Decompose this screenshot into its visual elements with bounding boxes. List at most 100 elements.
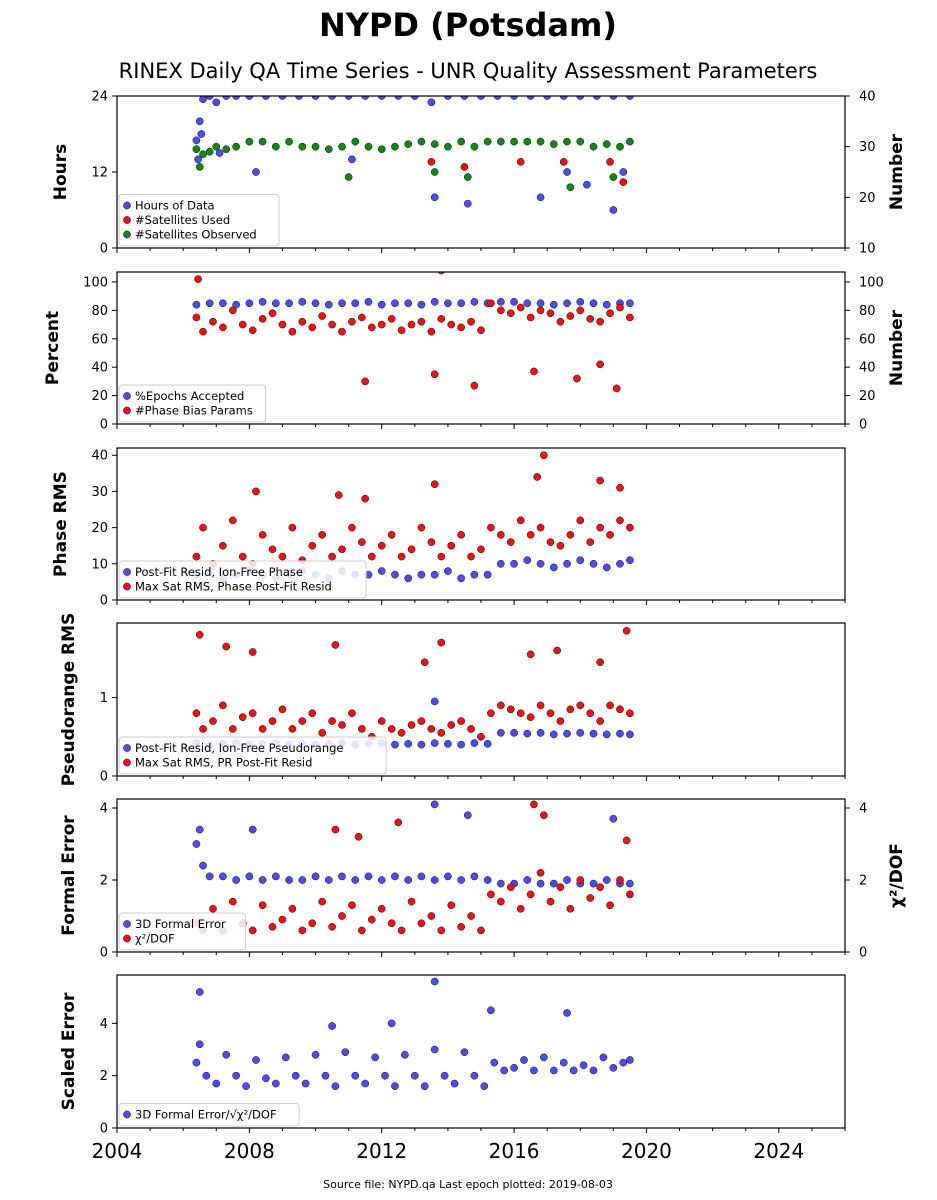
data-point bbox=[549, 563, 558, 572]
data-point bbox=[536, 523, 545, 532]
data-point bbox=[606, 309, 614, 318]
data-point bbox=[391, 299, 399, 308]
data-point bbox=[616, 483, 624, 492]
x-tick-label: 2004 bbox=[92, 1139, 143, 1163]
data-point bbox=[506, 538, 515, 546]
data-point bbox=[437, 272, 445, 275]
data-point bbox=[228, 516, 237, 525]
data-point bbox=[599, 1053, 608, 1062]
data-point bbox=[626, 709, 634, 718]
data-point bbox=[549, 730, 558, 739]
data-point bbox=[268, 545, 277, 554]
data-point bbox=[536, 879, 545, 888]
data-point bbox=[540, 1053, 548, 1062]
data-point bbox=[497, 297, 505, 306]
data-point bbox=[238, 713, 247, 722]
data-point bbox=[457, 740, 465, 749]
data-point bbox=[430, 876, 439, 884]
data-point bbox=[526, 313, 535, 322]
legend-label: #Satellites Observed bbox=[135, 228, 257, 242]
data-point bbox=[596, 360, 604, 369]
data-point bbox=[258, 876, 267, 884]
data-point bbox=[351, 1071, 360, 1080]
data-point bbox=[616, 559, 624, 568]
data-point bbox=[194, 275, 202, 283]
data-point bbox=[576, 728, 585, 737]
data-point bbox=[417, 919, 426, 928]
data-point bbox=[470, 570, 479, 579]
data-point bbox=[232, 142, 240, 151]
data-point bbox=[268, 922, 277, 931]
data-point bbox=[566, 705, 575, 714]
data-point bbox=[238, 320, 247, 329]
x-tick-label: 2016 bbox=[489, 1139, 540, 1163]
y2-tick-label: 30 bbox=[859, 140, 876, 155]
data-point bbox=[516, 158, 525, 166]
legend-marker bbox=[123, 582, 131, 591]
y2-tick-label: 60 bbox=[859, 332, 876, 347]
data-point bbox=[622, 626, 631, 635]
data-point bbox=[268, 309, 277, 318]
data-point bbox=[219, 299, 227, 308]
data-point bbox=[616, 876, 624, 884]
data-point bbox=[245, 299, 254, 308]
data-point bbox=[404, 299, 413, 308]
data-point bbox=[437, 926, 446, 935]
points-group bbox=[192, 626, 634, 749]
data-point bbox=[609, 814, 618, 823]
data-point bbox=[192, 313, 201, 322]
data-point bbox=[288, 327, 297, 336]
legend-label: 3D Formal Error/√χ²/DOF bbox=[135, 1108, 277, 1122]
data-point bbox=[606, 531, 614, 539]
data-point bbox=[497, 137, 505, 146]
data-point bbox=[328, 320, 336, 329]
data-point bbox=[596, 883, 604, 892]
data-point bbox=[606, 158, 614, 166]
data-point bbox=[195, 825, 204, 834]
data-point bbox=[619, 1058, 628, 1067]
data-point bbox=[271, 142, 280, 151]
data-point bbox=[596, 317, 604, 326]
data-point bbox=[195, 163, 204, 171]
y-tick-label: 10 bbox=[91, 557, 108, 572]
data-point bbox=[616, 303, 624, 312]
data-point bbox=[228, 306, 237, 315]
data-point bbox=[536, 868, 545, 877]
data-point bbox=[278, 915, 287, 924]
data-point bbox=[417, 300, 426, 309]
data-point bbox=[467, 317, 475, 326]
data-point bbox=[328, 552, 336, 561]
data-point bbox=[404, 140, 413, 148]
data-point bbox=[510, 137, 518, 146]
data-point bbox=[205, 147, 214, 156]
y-axis-title: Formal Error bbox=[59, 815, 79, 936]
legend-label: χ²/DOF bbox=[135, 932, 175, 946]
data-point bbox=[358, 926, 366, 935]
data-point bbox=[457, 299, 465, 308]
legend-marker bbox=[123, 1110, 131, 1119]
data-point bbox=[483, 570, 492, 579]
data-point bbox=[430, 697, 439, 706]
data-point bbox=[391, 570, 399, 579]
data-point bbox=[430, 570, 439, 579]
data-point bbox=[195, 1040, 204, 1049]
data-point bbox=[483, 876, 492, 884]
data-point bbox=[463, 199, 472, 208]
panel-3: 0 10 20 30 40 Phase RMS Post-Fit Resid, Ion-Fr… bbox=[51, 447, 846, 609]
data-point bbox=[318, 728, 327, 737]
data-point bbox=[576, 556, 585, 565]
data-point bbox=[427, 538, 436, 546]
y-tick-label: 0 bbox=[100, 946, 108, 961]
data-point bbox=[427, 98, 436, 107]
data-point bbox=[238, 552, 247, 561]
data-point bbox=[602, 140, 611, 148]
data-point bbox=[417, 523, 426, 532]
data-point bbox=[407, 320, 416, 329]
data-point bbox=[407, 897, 416, 906]
data-point bbox=[328, 1022, 336, 1030]
y2-tick-label: 20 bbox=[859, 389, 876, 404]
shared-x-axis: 2004 2008 2012 2016 2020 2024 bbox=[92, 1139, 805, 1163]
data-point bbox=[377, 320, 386, 329]
data-point bbox=[209, 317, 217, 326]
y2-tick-label: 10 bbox=[859, 242, 876, 257]
